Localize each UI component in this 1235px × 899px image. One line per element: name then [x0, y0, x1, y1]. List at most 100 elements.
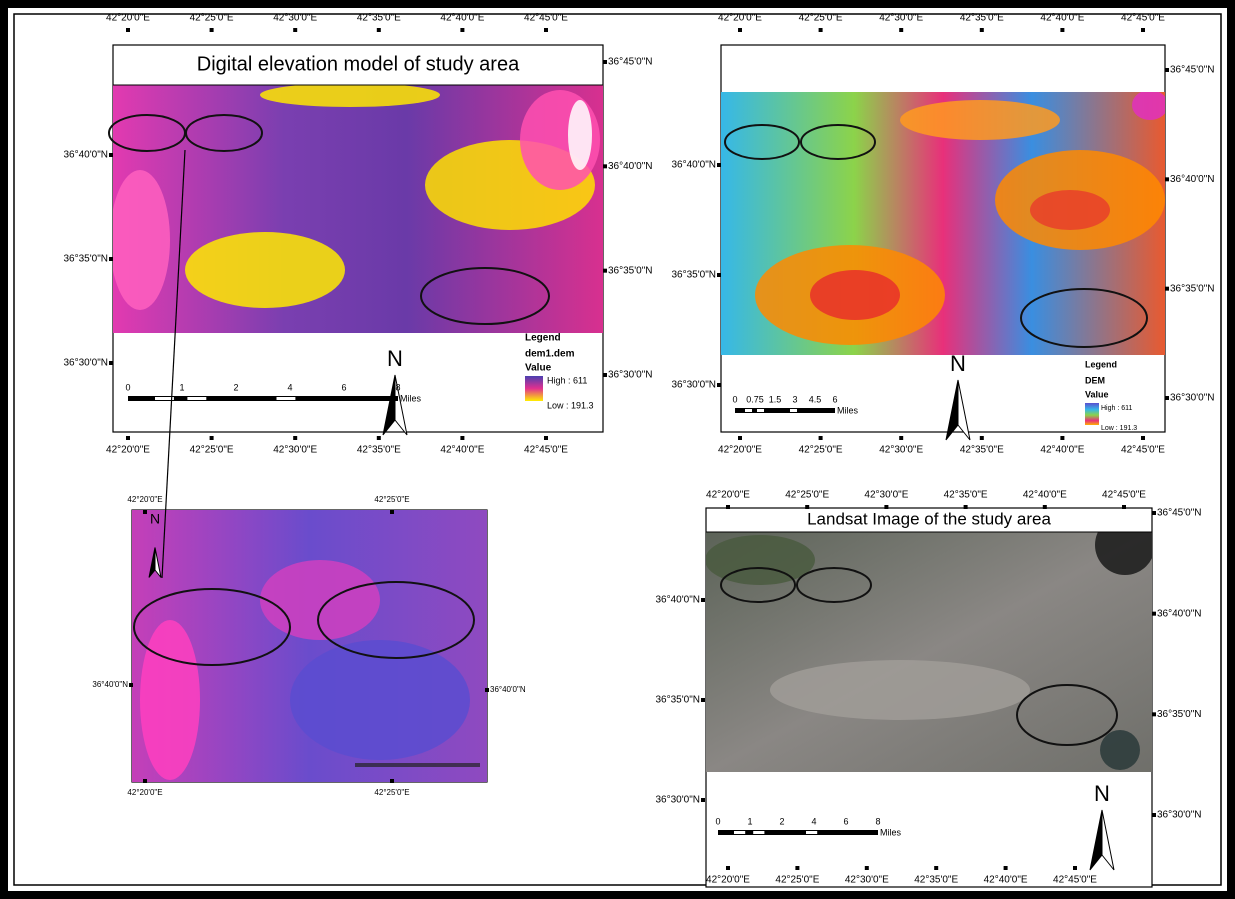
tick-mark: [795, 866, 799, 870]
latitude-label: 36°35'0"N: [1170, 283, 1215, 294]
scale-bar-segment: [745, 409, 752, 412]
longitude-label: 42°45'0"E: [1121, 445, 1165, 456]
tick-mark: [726, 505, 730, 509]
scale-label: 6: [341, 382, 346, 392]
longitude-label: 42°45'0"E: [524, 13, 568, 24]
tick-mark: [934, 866, 938, 870]
longitude-label: 42°20'0"E: [706, 490, 750, 501]
latitude-label: 36°30'0"N: [1157, 810, 1202, 821]
north-label: N: [1094, 781, 1110, 806]
tick-mark: [126, 28, 130, 32]
tick-mark: [884, 505, 888, 509]
longitude-label: 42°20'0"E: [127, 495, 162, 504]
map-title: Digital elevation model of study area: [197, 53, 520, 75]
tick-mark: [738, 436, 742, 440]
legend-high: High : 611: [547, 375, 587, 385]
tick-mark: [390, 510, 394, 514]
map-image: [110, 83, 603, 333]
terrain-patch: [1100, 730, 1140, 770]
scale-label: 4.5: [809, 394, 822, 404]
longitude-label: 42°40'0"E: [984, 875, 1028, 886]
tick-mark: [738, 28, 742, 32]
latitude-label: 36°40'0"N: [1157, 608, 1202, 619]
tick-mark: [603, 269, 607, 273]
terrain-patch: [900, 100, 1060, 140]
map-image: [705, 515, 1155, 772]
latitude-label: 36°45'0"N: [1157, 508, 1202, 519]
tick-mark: [129, 683, 133, 687]
scale-label: 1.5: [769, 394, 782, 404]
scale-label: Miles: [880, 827, 902, 837]
latitude-label: 36°30'0"N: [64, 358, 109, 369]
tick-mark: [1060, 28, 1064, 32]
latitude-label: 36°40'0"N: [608, 161, 653, 172]
scale-label: 0: [125, 382, 130, 392]
tick-mark: [865, 866, 869, 870]
terrain-patch: [185, 232, 345, 308]
longitude-label: 42°25'0"E: [190, 445, 234, 456]
longitude-label: 42°20'0"E: [106, 13, 150, 24]
longitude-label: 42°35'0"E: [914, 875, 958, 886]
map-panel: Digital elevation model of study area 42°…: [64, 13, 653, 456]
tick-mark: [293, 436, 297, 440]
longitude-label: 42°45'0"E: [1053, 875, 1097, 886]
tick-mark: [210, 436, 214, 440]
tick-mark: [109, 361, 113, 365]
scale-label: 0: [732, 394, 737, 404]
tick-mark: [717, 383, 721, 387]
longitude-label: 42°20'0"E: [718, 13, 762, 24]
longitude-label: 42°40'0"E: [440, 13, 484, 24]
scale-label: 1: [747, 816, 752, 826]
longitude-label: 42°20'0"E: [106, 445, 150, 456]
panels: Digital elevation model of study area 42°…: [64, 13, 1215, 887]
longitude-label: 42°30'0"E: [273, 13, 317, 24]
tick-mark: [603, 373, 607, 377]
tick-mark: [109, 153, 113, 157]
tick-mark: [980, 436, 984, 440]
tick-mark: [1152, 612, 1156, 616]
latitude-label: 36°30'0"N: [656, 795, 701, 806]
legend-layer: DEM: [1085, 375, 1105, 385]
scale-label: Miles: [837, 405, 859, 415]
longitude-label: 42°30'0"E: [879, 13, 923, 24]
latitude-label: 36°40'0"N: [1170, 174, 1215, 185]
tick-mark: [109, 257, 113, 261]
scale-bar-segment: [757, 409, 764, 412]
map-image: [132, 510, 487, 782]
longitude-label: 42°35'0"E: [960, 13, 1004, 24]
tick-mark: [1165, 287, 1169, 291]
latitude-label: 36°45'0"N: [1170, 65, 1215, 76]
terrain-patch: [568, 100, 592, 170]
longitude-label: 42°20'0"E: [718, 445, 762, 456]
tick-mark: [1073, 866, 1077, 870]
scale-label: 8: [875, 816, 880, 826]
tick-mark: [899, 436, 903, 440]
latitude-label: 36°40'0"N: [656, 595, 701, 606]
longitude-label: 42°45'0"E: [1121, 13, 1165, 24]
tick-mark: [1165, 177, 1169, 181]
figure: Digital elevation model of study area 42°…: [0, 0, 1235, 899]
north-label: N: [150, 511, 160, 527]
latitude-label: 36°35'0"N: [64, 254, 109, 265]
longitude-label: 42°25'0"E: [799, 13, 843, 24]
legend-field: Value: [1085, 389, 1109, 399]
longitude-label: 42°40'0"E: [1040, 445, 1084, 456]
longitude-label: 42°20'0"E: [706, 875, 750, 886]
page: Digital elevation model of study area 42°…: [0, 0, 1235, 899]
scale-label: 1: [179, 382, 184, 392]
latitude-label: 36°30'0"N: [672, 380, 717, 391]
latitude-label: 36°40'0"N: [672, 160, 717, 171]
scale-bar-segment: [753, 831, 764, 834]
longitude-label: 42°20'0"E: [127, 788, 162, 797]
longitude-label: 42°35'0"E: [960, 445, 1004, 456]
latitude-label: 36°45'0"N: [608, 57, 653, 68]
terrain-patch: [260, 83, 440, 107]
latitude-label: 36°35'0"N: [656, 695, 701, 706]
tick-mark: [1152, 813, 1156, 817]
latitude-label: 36°35'0"N: [1157, 709, 1202, 720]
map-panel: 42°20'0"E42°25'0"E42°20'0"E42°25'0"E36°4…: [92, 495, 525, 797]
terrain-patch: [140, 620, 200, 780]
tick-mark: [819, 28, 823, 32]
north-label: N: [950, 351, 966, 376]
longitude-label: 42°35'0"E: [944, 490, 988, 501]
